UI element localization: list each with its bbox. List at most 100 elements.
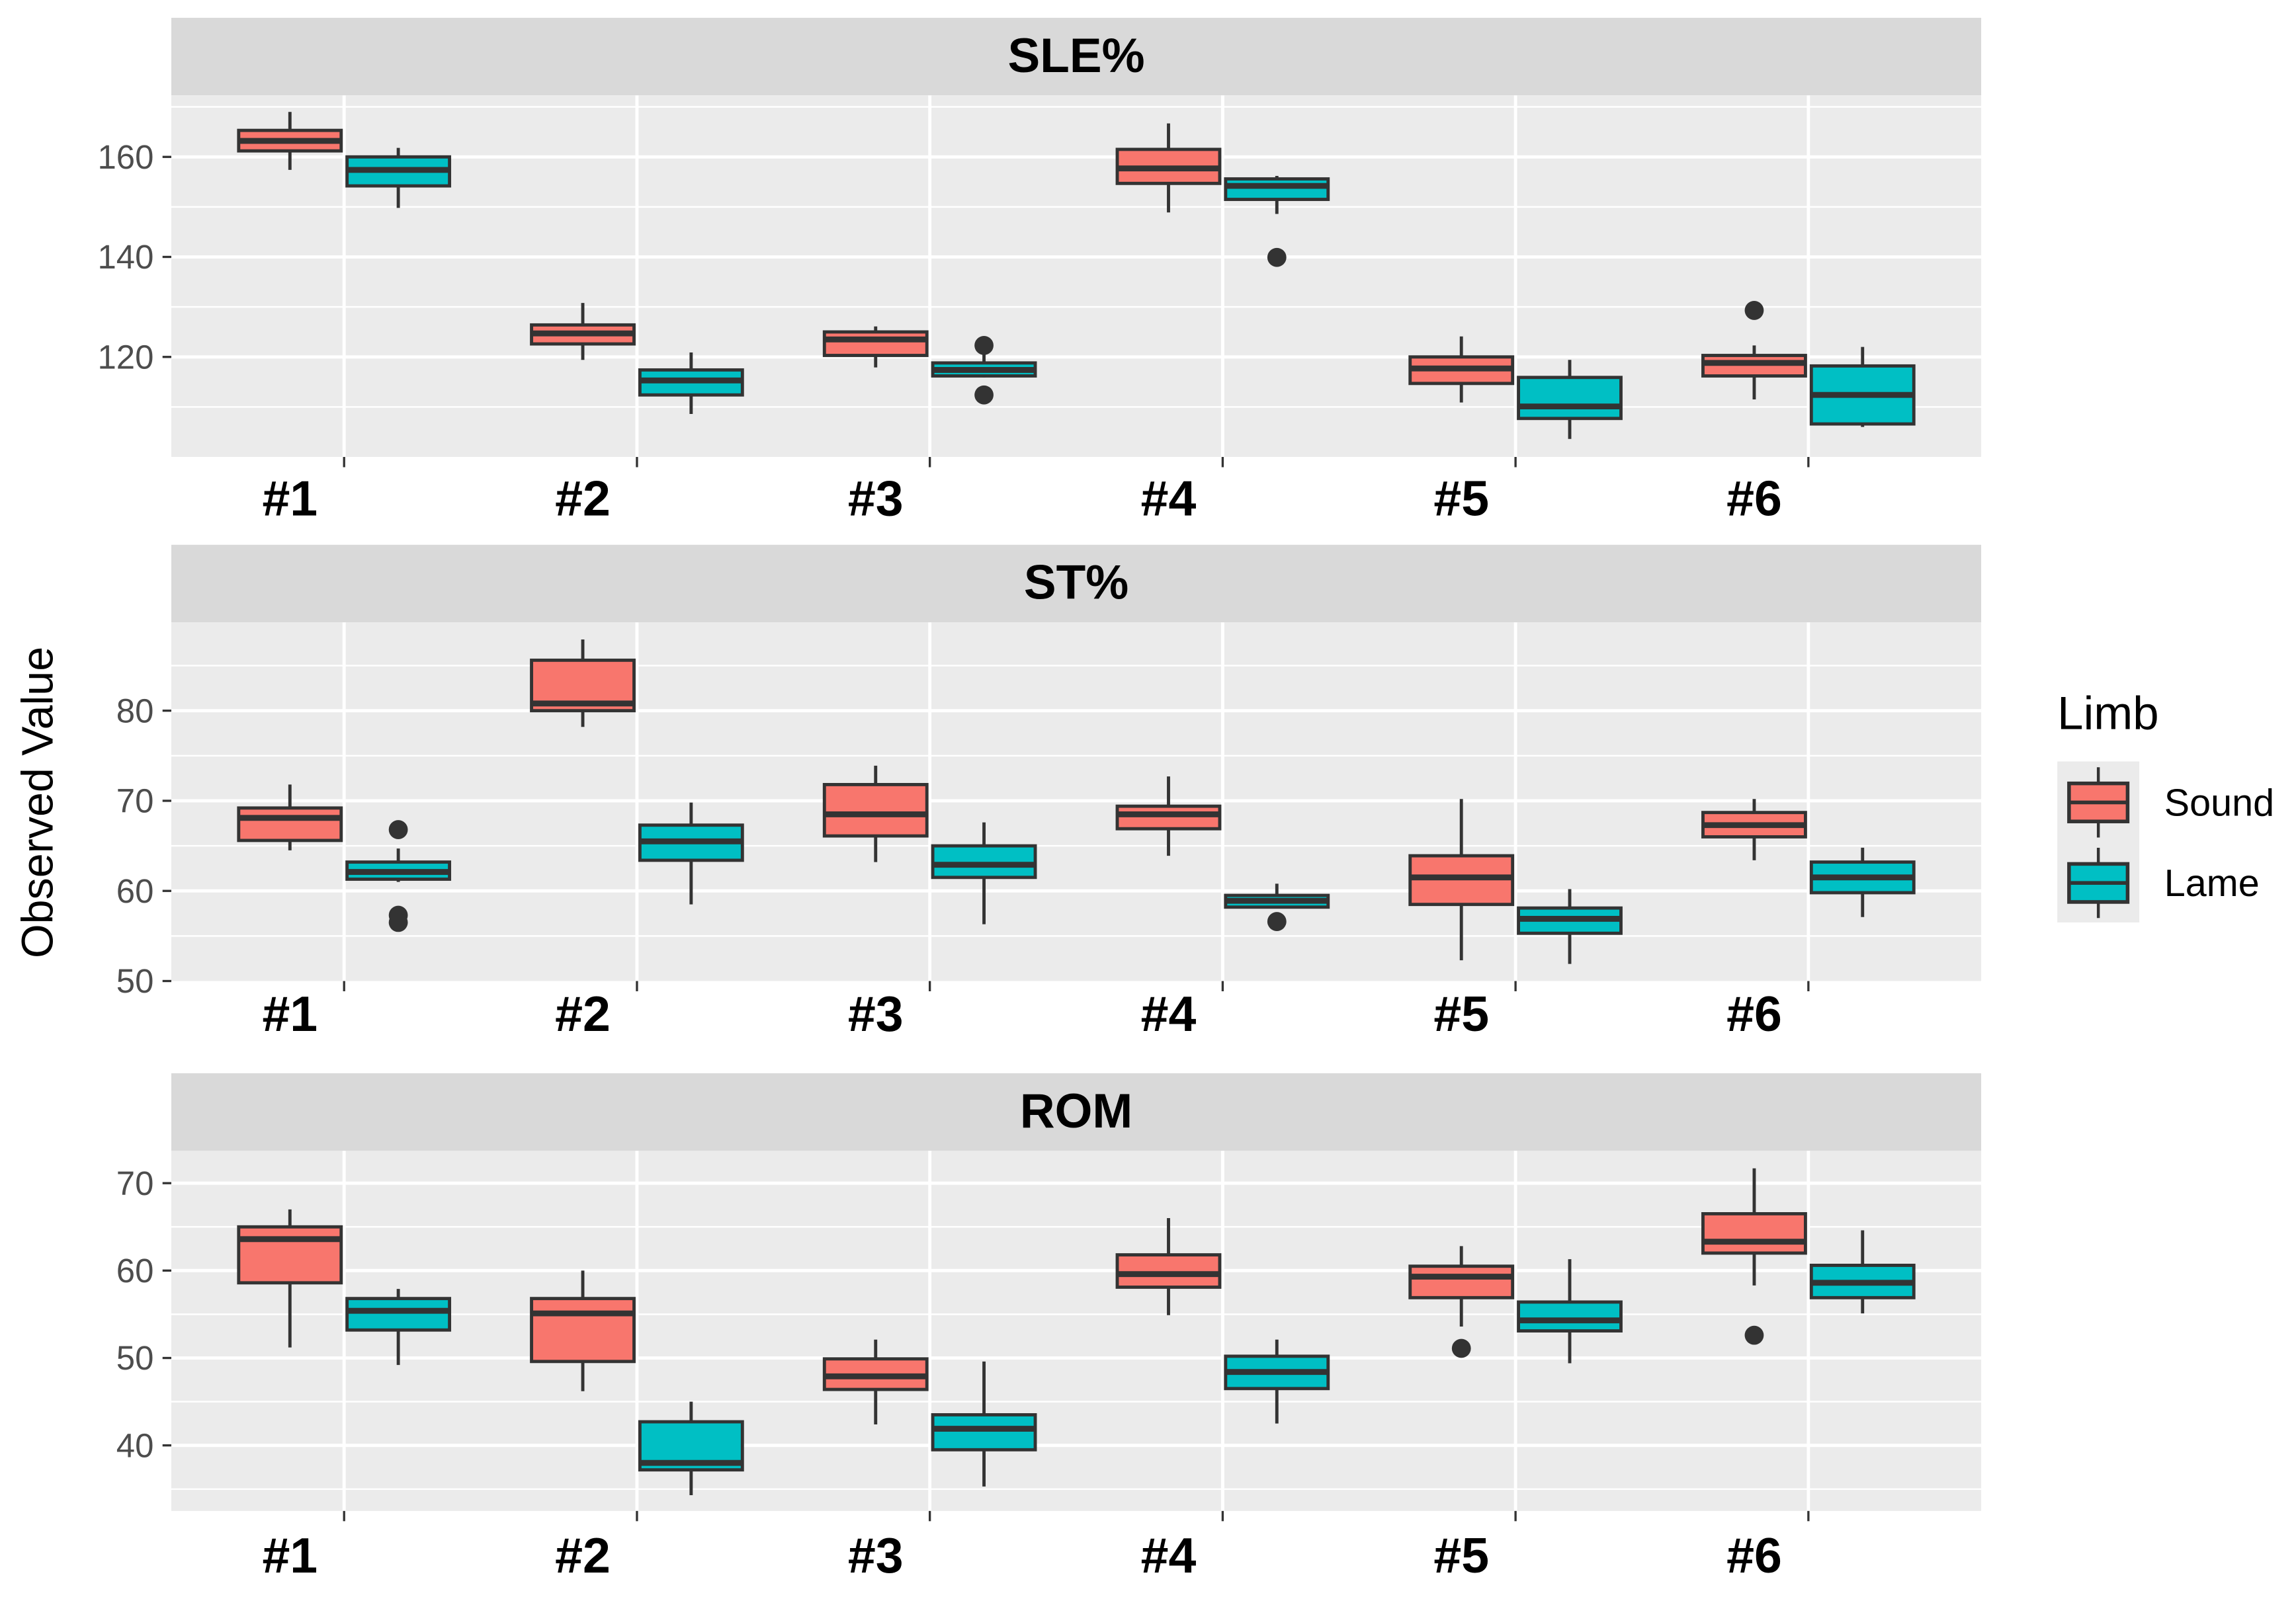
box-sound-4	[1115, 776, 1222, 856]
y-tick-label: 80	[116, 692, 154, 729]
x-tick-label: #1	[262, 1528, 318, 1583]
box-iqr	[237, 806, 343, 842]
x-tick-label: #6	[1726, 1528, 1782, 1583]
y-tick-label: 70	[116, 782, 154, 820]
box-sound-4	[1115, 1218, 1222, 1315]
x-tick-label: #1	[262, 471, 318, 526]
box-sound-4	[1115, 123, 1222, 213]
box-sound-3	[822, 1339, 929, 1424]
box-lame-4	[1224, 883, 1330, 931]
box-iqr	[530, 1297, 636, 1364]
y-tick-label: 120	[97, 338, 153, 376]
box-iqr	[931, 1413, 1037, 1452]
box-lame-5	[1517, 1259, 1623, 1364]
box-lame-3	[931, 1361, 1037, 1487]
box-lame-2	[638, 1401, 744, 1496]
strip-background	[171, 544, 1982, 623]
box-sound-5	[1408, 1246, 1515, 1358]
box-iqr	[822, 330, 929, 357]
outlier-point	[974, 385, 994, 405]
box-lame-1	[345, 147, 452, 208]
strip-title: SLE%	[1008, 29, 1145, 83]
box-iqr	[1115, 1253, 1222, 1289]
box-lame-1	[345, 1289, 452, 1366]
outlier-point	[388, 913, 408, 932]
panel-st-pct: ST% 50 60 70 80 #1 #2 #3 #4 #5 #6	[116, 544, 1982, 1042]
box-sound-1	[237, 784, 343, 850]
strip-title: ST%	[1024, 556, 1128, 610]
outlier-point	[1451, 1338, 1471, 1358]
x-tick-label: #4	[1141, 1528, 1197, 1583]
box-sound-2	[530, 1270, 636, 1391]
strip-title: ROM	[1020, 1085, 1132, 1138]
legend-label-sound: Sound	[2164, 782, 2274, 824]
box-lame-5	[1517, 360, 1623, 439]
box-iqr	[1115, 804, 1222, 831]
x-tick-label: #3	[848, 986, 904, 1042]
box-iqr	[345, 1297, 452, 1332]
box-sound-6	[1701, 1168, 1807, 1345]
x-tick-label: #5	[1433, 1528, 1489, 1583]
x-tick-label: #6	[1726, 986, 1782, 1042]
outlier-point	[974, 335, 994, 355]
box-iqr	[1517, 1300, 1623, 1332]
box-lame-3	[931, 335, 1037, 405]
box-lame-4	[1224, 1339, 1330, 1424]
y-tick-label: 70	[116, 1165, 154, 1202]
box-sound-6	[1701, 301, 1807, 400]
x-tick-label: #5	[1433, 986, 1489, 1042]
box-sound-2	[530, 303, 636, 360]
box-lame-4	[1224, 175, 1330, 267]
x-tick-label: #5	[1433, 471, 1489, 526]
outlier-point	[388, 820, 408, 839]
y-tick-label: 40	[116, 1426, 154, 1464]
x-tick-label: #4	[1141, 471, 1197, 526]
x-tick-label: #1	[262, 986, 318, 1042]
box-sound-5	[1408, 336, 1515, 403]
plot-background	[171, 95, 1982, 458]
box-sound-1	[237, 1209, 343, 1348]
x-tick-label: #2	[555, 471, 611, 526]
y-tick-label: 60	[116, 1252, 154, 1290]
box-lame-6	[1809, 847, 1916, 917]
outlier-point	[1267, 912, 1287, 931]
box-sound-6	[1701, 799, 1807, 860]
legend: Limb Sound Lame	[2057, 688, 2274, 922]
box-iqr	[1517, 376, 1623, 421]
strip-background	[171, 17, 1982, 96]
box-iqr	[822, 782, 929, 838]
plot-background	[171, 1151, 1982, 1511]
legend-title: Limb	[2057, 688, 2159, 740]
outlier-point	[1744, 1325, 1764, 1345]
box-iqr	[237, 1225, 343, 1285]
x-tick-label: #2	[555, 1528, 611, 1583]
x-tick-label: #3	[848, 471, 904, 526]
x-tick-label: #4	[1141, 986, 1197, 1042]
box-lame-6	[1809, 347, 1916, 427]
box-sound-3	[822, 765, 929, 862]
box-lame-2	[638, 802, 744, 905]
y-tick-label: 50	[116, 1339, 154, 1377]
y-tick-label: 160	[97, 138, 153, 176]
box-iqr	[1701, 1212, 1807, 1255]
panel-rom: ROM 40 50 60 70 #1 #2 #3 #4 #5 #6	[116, 1073, 1982, 1583]
x-tick-label: #6	[1726, 471, 1782, 526]
x-tick-label: #2	[555, 986, 611, 1042]
box-iqr	[1408, 1264, 1515, 1299]
box-iqr	[931, 844, 1037, 880]
box-lame-1	[345, 820, 452, 932]
box-lame-3	[931, 822, 1037, 924]
y-tick-label: 60	[116, 872, 154, 910]
box-sound-1	[237, 112, 343, 170]
outlier-point	[1744, 301, 1764, 320]
box-lame-2	[638, 352, 744, 414]
box-lame-5	[1517, 889, 1623, 964]
y-tick-label: 50	[116, 962, 154, 1000]
legend-key-sound	[2067, 767, 2130, 838]
box-iqr	[1224, 177, 1330, 201]
outlier-point	[1267, 247, 1287, 267]
panel-sle-pct: SLE% 120 140 160 #1 #2 #3 #4 #5 #6	[97, 17, 1982, 526]
y-tick-label: 140	[97, 238, 153, 276]
x-tick-label: #3	[848, 1528, 904, 1583]
